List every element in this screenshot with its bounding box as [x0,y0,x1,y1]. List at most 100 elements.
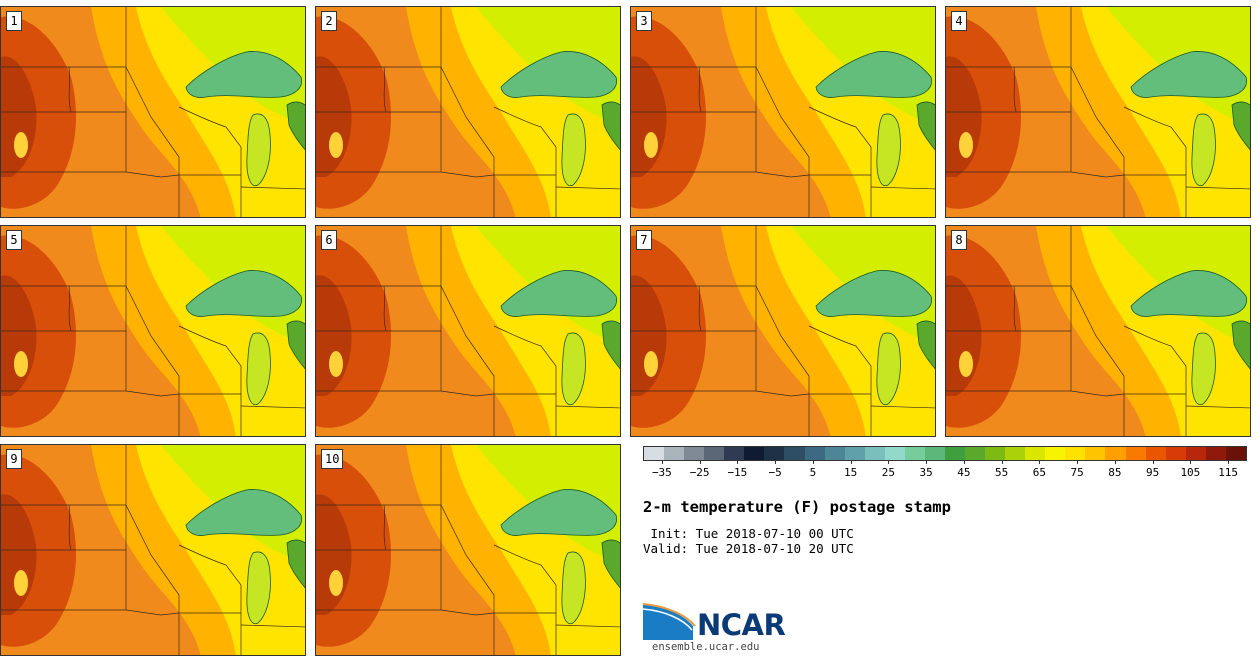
temperature-map [1,226,305,436]
colorbar-swatch [1125,447,1146,460]
colorbar-swatch [824,447,845,460]
temperature-map [1,445,305,655]
lake-michigan [561,113,586,187]
state-borders [946,7,1250,217]
colorbar-swatch [724,447,745,460]
lake-huron [286,101,305,151]
colorbar-tick-label: 75 [1070,466,1084,479]
colorbar-swatch [764,447,785,460]
postage-stamp-panel-1: 1 [0,6,306,218]
lake-superior [815,270,933,317]
state-borders [631,7,935,217]
member-number-label: 1 [6,11,22,31]
colorbar-swatch [684,447,705,460]
colorbar-tick-mark [1190,460,1192,464]
member-number-label: 7 [636,230,652,250]
postage-stamp-panel-7: 7 [630,225,936,437]
lake-superior [185,51,303,98]
colorbar-swatch [664,447,685,460]
map-black-hills-hotspot [959,132,973,158]
colorbar-tick-mark [888,460,890,464]
lake-superior [500,270,618,317]
lake-superior [1130,51,1248,98]
colorbar-tick-mark [1077,460,1079,464]
map-black-hills-hotspot [329,132,343,158]
colorbar-swatch [744,447,765,460]
lake-superior [185,489,303,536]
colorbar-tick-mark [1001,460,1003,464]
colorbar-swatch [904,447,925,460]
lake-superior [1130,270,1248,317]
colorbar-tick-label: −25 [689,466,710,479]
lake-huron [916,320,935,370]
state-borders [631,226,935,436]
lake-michigan [246,551,271,625]
postage-stamp-panel-4: 4 [945,6,1251,218]
colorbar-tick-label: 55 [995,466,1009,479]
state-borders [316,445,620,655]
init-time: Init: Tue 2018-07-10 00 UTC [643,526,854,541]
colorbar-swatch [784,447,805,460]
lake-huron [601,539,620,589]
member-number-label: 2 [321,11,337,31]
colorbar-tick-label: 115 [1218,466,1239,479]
colorbar-tick-mark [1114,460,1116,464]
member-number-label: 10 [321,449,344,469]
colorbar-tick-mark [1039,460,1041,464]
map-black-hills-hotspot [14,132,28,158]
map-black-hills-hotspot [644,351,658,377]
colorbar-tick-mark [661,460,663,464]
colorbar-swatch [1045,447,1066,460]
member-number-label: 4 [951,11,967,31]
map-black-hills-hotspot [329,351,343,377]
postage-stamp-panel-3: 3 [630,6,936,218]
state-borders [946,226,1250,436]
postage-stamp-panel-2: 2 [315,6,621,218]
state-borders [316,226,620,436]
colorbar-tick-label: 105 [1180,466,1201,479]
colorbar-swatch [1085,447,1106,460]
colorbar-swatch [1185,447,1206,460]
state-borders [1,445,305,655]
valid-time: Valid: Tue 2018-07-10 20 UTC [643,541,854,556]
colorbar-swatch [1145,447,1166,460]
colorbar-tick-label: 15 [844,466,858,479]
member-number-label: 9 [6,449,22,469]
member-number-label: 5 [6,230,22,250]
lake-michigan [876,113,901,187]
lake-michigan [561,551,586,625]
colorbar-tick-label: 25 [881,466,895,479]
map-holder [631,226,935,436]
lake-michigan [246,113,271,187]
chart-title: 2-m temperature (F) postage stamp [643,498,951,516]
temperature-map [946,226,1250,436]
colorbar-swatch [1105,447,1126,460]
lake-huron [1231,320,1250,370]
map-holder [946,7,1250,217]
postage-stamp-panel-8: 8 [945,225,1251,437]
colorbar-swatch [844,447,865,460]
colorbar-tick-label: 95 [1146,466,1160,479]
lake-huron [601,101,620,151]
colorbar-swatch [804,447,825,460]
temperature-map [316,226,620,436]
colorbar-tick-mark [775,460,777,464]
member-number-label: 8 [951,230,967,250]
lake-michigan [1191,113,1216,187]
colorbar-swatch [1065,447,1086,460]
colorbar-swatch [1165,447,1186,460]
postage-stamp-panel-10: 10 [315,444,621,656]
colorbar-swatch [944,447,965,460]
colorbar-tick-mark [699,460,701,464]
lake-huron [286,539,305,589]
temperature-map [1,7,305,217]
colorbar-tick-label: 65 [1032,466,1046,479]
colorbar-ticks: −35 −25 −15 −5 5 15 25 35 45 55 65 75 85 95 105 115 [643,460,1247,482]
lake-huron [286,320,305,370]
temperature-map [946,7,1250,217]
colorbar-swatch [884,447,905,460]
postage-stamp-panel-6: 6 [315,225,621,437]
map-holder [946,226,1250,436]
colorbar-tick-mark [812,460,814,464]
colorbar-tick-label: −15 [727,466,748,479]
